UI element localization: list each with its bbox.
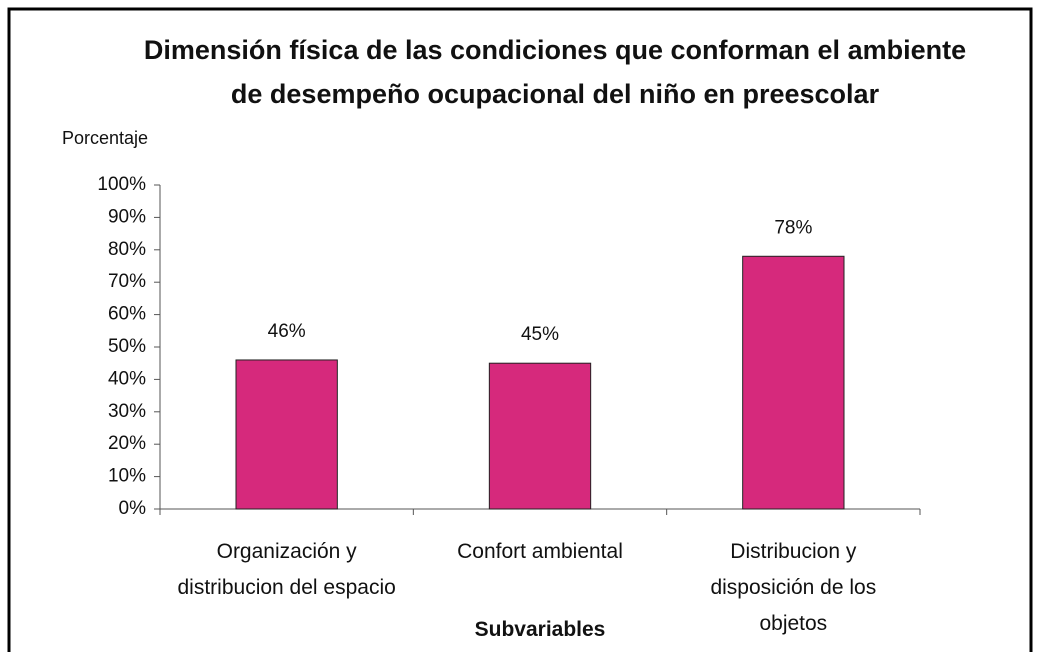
bar bbox=[488, 362, 592, 510]
y-tick-label: 80% bbox=[108, 239, 146, 260]
y-tick-label: 90% bbox=[108, 206, 146, 227]
chart-title: Dimensión física de las condiciones que … bbox=[143, 35, 967, 109]
x-tick-label: Distribucion y disposición de los objeto… bbox=[710, 540, 877, 635]
y-tick-label: 0% bbox=[119, 498, 147, 519]
y-tick-label: 30% bbox=[108, 401, 146, 422]
x-tick-label: Organización y distribucion del espacio bbox=[177, 540, 396, 599]
y-tick-label: 10% bbox=[108, 466, 146, 487]
y-tick-label: 40% bbox=[108, 368, 146, 389]
data-label: 78% bbox=[774, 217, 812, 238]
y-axis-label: Porcentaje bbox=[62, 128, 149, 148]
data-label: 45% bbox=[521, 324, 559, 345]
y-tick-label: 70% bbox=[108, 271, 146, 292]
bar bbox=[235, 359, 338, 510]
data-label: 46% bbox=[268, 321, 306, 342]
y-tick-label: 100% bbox=[97, 174, 146, 195]
x-axis-label: Subvariables bbox=[474, 618, 606, 641]
y-tick-label: 20% bbox=[108, 433, 146, 454]
frame bbox=[7, 7, 1033, 652]
bar bbox=[742, 255, 845, 510]
y-tick-label: 50% bbox=[108, 336, 146, 357]
y-tick-label: 60% bbox=[108, 304, 146, 325]
x-tick-label: Confort ambiental bbox=[457, 540, 623, 563]
